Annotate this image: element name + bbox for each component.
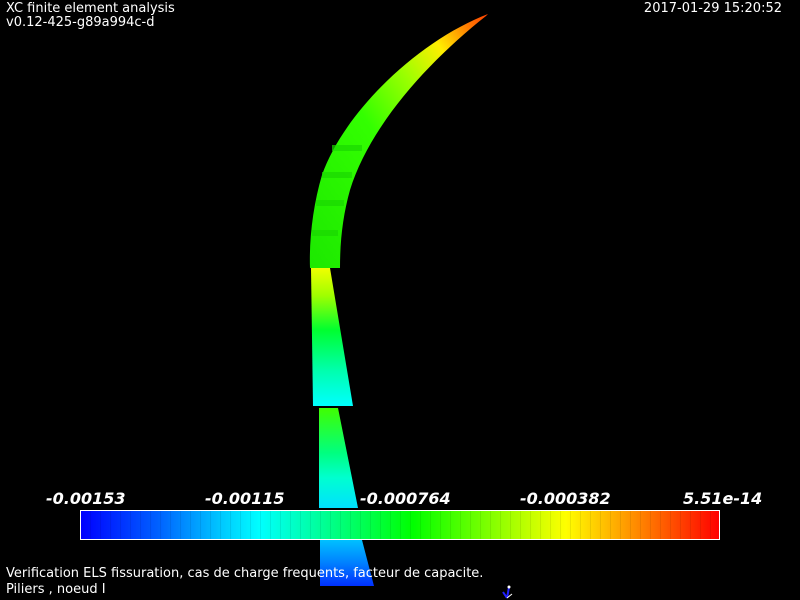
timestamp: 2017-01-29 15:20:52	[643, 1, 782, 16]
colorbar-label-4: -0.000382	[520, 489, 611, 508]
color-scale-steps	[81, 511, 719, 539]
pier-segment-lower	[320, 540, 374, 586]
arch-segments	[312, 145, 362, 236]
axes-triad-icon	[502, 585, 513, 599]
pier-segment-middle	[319, 408, 358, 508]
pier-segment-upper	[311, 268, 353, 406]
colorbar-label-max: 5.51e-14	[683, 489, 763, 508]
colorbar-label-min: -0.00153	[46, 489, 126, 508]
caption-subtitle: Piliers , noeud I	[6, 582, 106, 597]
app-version: v0.12-425-g89a994c-d	[6, 15, 155, 30]
caption-title: Verification ELS fissuration, cas de cha…	[6, 566, 484, 581]
app-title: XC finite element analysis	[6, 1, 175, 16]
color-scale-bar	[80, 510, 720, 540]
colorbar-label-3: -0.000764	[360, 489, 451, 508]
colorbar-label-2: -0.00115	[205, 489, 285, 508]
arch-member	[309, 14, 488, 268]
